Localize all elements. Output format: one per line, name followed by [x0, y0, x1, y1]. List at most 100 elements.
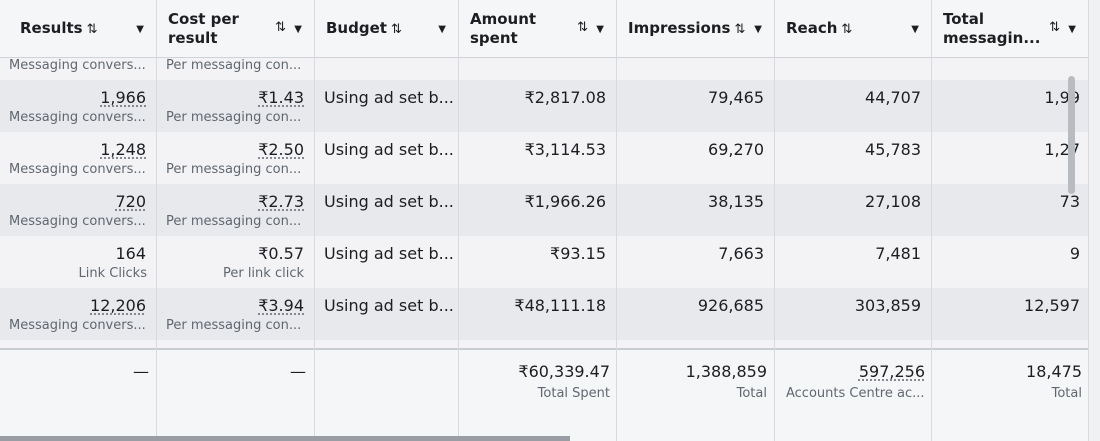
column-header-label: Reach [786, 19, 838, 38]
table-row[interactable]: 164 Link Clicks ₹0.57 Per link click Using a… [0, 236, 1100, 288]
table-row-partial[interactable]: Messaging convers... Per messaging con..… [0, 58, 1100, 80]
column-header-label: Cost per result [168, 9, 239, 48]
chevron-down-icon[interactable]: ▼ [294, 24, 302, 35]
chevron-down-icon[interactable]: ▼ [911, 24, 919, 35]
sort-icon[interactable]: ⇅ [577, 20, 588, 35]
cost-per-result-value[interactable]: ₹2.73 [258, 192, 304, 211]
total-messaging-value: 73 [1059, 192, 1080, 211]
column-header-results[interactable]: Results ⇅ ▼ [0, 0, 156, 58]
totals-row: — — ₹60,339.47 Total Spent 1,388,859 Tot… [0, 348, 1100, 441]
cost-per-result-value[interactable]: ₹1.43 [258, 88, 304, 107]
table-right-edge [1088, 0, 1100, 441]
budget-value: Using ad set b... [324, 296, 454, 315]
budget-value: Using ad set b... [324, 88, 454, 107]
results-subtext: Messaging convers... [9, 110, 146, 125]
table-row[interactable]: 12,206 Messaging convers... ₹3.94 Per messa… [0, 288, 1100, 340]
cost-per-result-subtext: Per messaging con... [166, 318, 302, 333]
budget-value: Using ad set b... [324, 140, 454, 159]
total-messaging-label: Total [1051, 386, 1082, 401]
total-reach[interactable]: 597,256 [858, 362, 925, 381]
sort-icon[interactable]: ⇅ [275, 20, 286, 35]
chevron-down-icon[interactable]: ▼ [1068, 24, 1076, 35]
column-divider [314, 0, 315, 441]
impressions-value: 38,135 [708, 192, 764, 211]
impressions-value: 79,465 [708, 88, 764, 107]
amount-spent-value: ₹2,817.08 [524, 88, 606, 107]
cost-per-result-subtext: Per link click [222, 266, 304, 281]
column-divider [156, 0, 157, 441]
cost-per-result-subtext: Per messaging con... [166, 110, 302, 125]
reach-value: 303,859 [854, 296, 921, 315]
column-divider [616, 0, 617, 441]
total-reach-label: Accounts Centre ac... [786, 386, 925, 401]
column-header-cost-per-result[interactable]: Cost per result ⇅ ▼ [156, 0, 314, 58]
results-value[interactable]: 12,206 [90, 296, 146, 315]
column-header-impressions[interactable]: Impressions ⇅ ▼ [616, 0, 774, 58]
sort-icon[interactable]: ⇅ [734, 21, 745, 37]
results-subtext: Link Clicks [78, 266, 147, 281]
cost-subtext: Per messaging con... [166, 58, 302, 73]
column-header-total-messaging[interactable]: Total messagin... ⇅ ▼ [931, 0, 1088, 58]
cost-per-result-value[interactable]: ₹3.94 [258, 296, 304, 315]
reach-value: 44,707 [865, 88, 921, 107]
budget-value: Using ad set b... [324, 244, 454, 263]
column-header-label: Amount spent [470, 9, 537, 48]
budget-value: Using ad set b... [324, 192, 454, 211]
impressions-value: 926,685 [697, 296, 764, 315]
column-divider [774, 0, 775, 441]
cost-per-result-subtext: Per messaging con... [166, 214, 302, 229]
column-divider [931, 0, 932, 441]
results-subtext: Messaging convers... [9, 58, 146, 73]
column-header-label: Budget [326, 19, 387, 38]
total-cost: — [290, 362, 306, 381]
results-value[interactable]: 1,966 [100, 88, 146, 107]
sort-icon[interactable]: ⇅ [1049, 20, 1060, 35]
total-amount-spent-label: Total Spent [537, 386, 610, 401]
impressions-value: 69,270 [708, 140, 764, 159]
amount-spent-value: ₹93.15 [550, 244, 606, 263]
total-impressions-label: Total [736, 386, 767, 401]
reach-value: 7,481 [875, 244, 921, 263]
vertical-scrollbar-thumb[interactable] [1068, 76, 1075, 194]
total-messaging-value: 9 [1069, 244, 1080, 263]
sort-icon[interactable]: ⇅ [841, 21, 852, 37]
total-amount-spent: ₹60,339.47 [518, 362, 610, 381]
horizontal-scrollbar-thumb[interactable] [0, 436, 570, 441]
table-row[interactable]: 1,248 Messaging convers... ₹2.50 Per messag… [0, 132, 1100, 184]
results-value[interactable]: 720 [115, 192, 146, 211]
column-header-amount-spent[interactable]: Amount spent ⇅ ▼ [458, 0, 616, 58]
total-messaging: 18,475 [1026, 362, 1082, 381]
total-messaging-value: 12,597 [1024, 296, 1080, 315]
column-divider [458, 0, 459, 441]
table-row[interactable]: 720 Messaging convers... ₹2.73 Per messagin… [0, 184, 1100, 236]
chevron-down-icon[interactable]: ▼ [136, 24, 144, 35]
results-subtext: Messaging convers... [9, 318, 146, 333]
cost-per-result-value[interactable]: ₹2.50 [258, 140, 304, 159]
results-subtext: Messaging convers... [9, 214, 146, 229]
amount-spent-value: ₹1,966.26 [524, 192, 606, 211]
results-subtext: Messaging convers... [9, 162, 146, 177]
chevron-down-icon[interactable]: ▼ [438, 24, 446, 35]
amount-spent-value: ₹48,111.18 [514, 296, 606, 315]
column-header-label: Results [20, 19, 83, 38]
total-results: — [133, 362, 149, 381]
impressions-value: 7,663 [718, 244, 764, 263]
sort-icon[interactable]: ⇅ [86, 21, 98, 37]
results-value: 164 [115, 244, 146, 263]
table-row[interactable]: 1,966 Messaging convers... ₹1.43 Per messag… [0, 80, 1100, 132]
column-header-label: Impressions [628, 19, 731, 38]
chevron-down-icon[interactable]: ▼ [596, 24, 604, 35]
chevron-down-icon[interactable]: ▼ [754, 24, 762, 35]
sort-icon[interactable]: ⇅ [390, 21, 402, 37]
reach-value: 45,783 [865, 140, 921, 159]
table-header: Results ⇅ ▼ Cost per result ⇅ ▼ Budget ⇅ ▼ Amount… [0, 0, 1100, 58]
cost-per-result-value: ₹0.57 [258, 244, 304, 263]
results-value[interactable]: 1,248 [100, 140, 146, 159]
column-header-budget[interactable]: Budget ⇅ ▼ [314, 0, 458, 58]
total-impressions: 1,388,859 [685, 362, 767, 381]
reach-value: 27,108 [865, 192, 921, 211]
amount-spent-value: ₹3,114.53 [524, 140, 606, 159]
column-header-reach[interactable]: Reach ⇅ ▼ [774, 0, 931, 58]
cost-per-result-subtext: Per messaging con... [166, 162, 302, 177]
